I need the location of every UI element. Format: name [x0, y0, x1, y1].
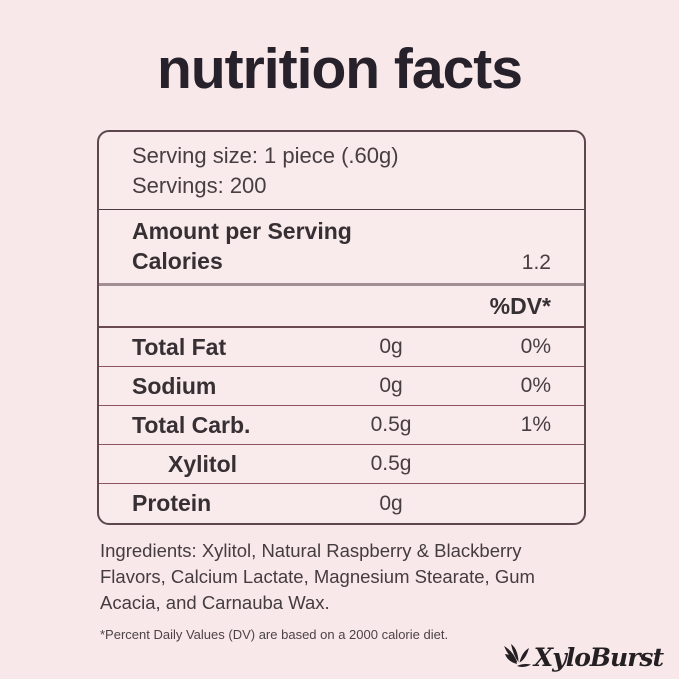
calories-value: 1.2	[521, 251, 551, 274]
nutrition-facts-panel: Serving size: 1 piece (.60g) Servings: 2…	[97, 130, 586, 525]
table-row: Total Fat 0g 0%	[99, 328, 584, 367]
nutrient-label: Xylitol	[168, 450, 238, 477]
servings-count-text: Servings: 200	[132, 172, 267, 198]
serving-section: Serving size: 1 piece (.60g) Servings: 2…	[99, 132, 584, 210]
nutrient-amount: 0.5g	[370, 452, 412, 475]
daily-value-footnote: *Percent Daily Values (DV) are based on …	[100, 627, 449, 642]
page-title: nutrition facts	[157, 37, 523, 101]
nutrient-label: Sodium	[132, 372, 217, 399]
leaf-sprig-icon	[502, 643, 532, 674]
amount-per-serving-header: Amount per Serving	[132, 218, 352, 244]
nutrient-amount: 0g	[379, 374, 403, 397]
nutrient-label: Total Fat	[132, 333, 227, 360]
table-row: Protein 0g	[99, 484, 584, 523]
table-row: Sodium 0g 0%	[99, 367, 584, 406]
calories-label: Calories	[132, 248, 223, 274]
nutrient-amount: 0.5g	[370, 413, 412, 436]
daily-value-header: %DV*	[489, 292, 551, 319]
table-row: Xylitol 0.5g	[99, 445, 584, 484]
nutrient-dv: 1%	[520, 413, 551, 436]
nutrient-dv: 0%	[520, 374, 551, 397]
serving-size-text: Serving size: 1 piece (.60g)	[132, 142, 399, 168]
amount-per-serving-section: Amount per Serving Calories 1.2	[99, 210, 584, 286]
calories-row: Calories 1.2	[132, 248, 551, 275]
nutrient-dv: 0%	[520, 335, 551, 358]
nutrient-label: Total Carb.	[132, 411, 251, 438]
ingredients-text: Ingredients: Xylitol, Natural Raspberry …	[100, 540, 535, 613]
nutrient-label: Protein	[132, 490, 212, 516]
nutrient-amount: 0g	[379, 491, 403, 515]
brand-logo: XyloBurst	[502, 643, 664, 674]
nutrient-amount: 0g	[379, 335, 403, 358]
table-row: Total Carb. 0.5g 1%	[99, 406, 584, 445]
daily-value-header-row: %DV*	[99, 286, 584, 328]
brand-name: XyloBurst	[533, 643, 664, 672]
